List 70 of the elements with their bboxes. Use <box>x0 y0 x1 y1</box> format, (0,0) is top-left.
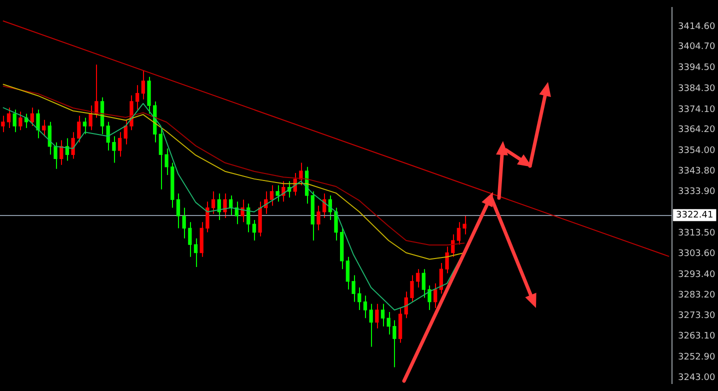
candlestick <box>82 117 87 135</box>
ref-line-label: 3322.41 <box>676 210 714 220</box>
candlestick <box>182 207 186 239</box>
candlestick <box>392 320 396 368</box>
candlestick <box>246 203 250 233</box>
candlestick <box>176 192 180 229</box>
candlestick <box>211 190 216 214</box>
y-tick-label: 3394.50 <box>678 63 716 74</box>
candlestick <box>316 205 320 231</box>
y-tick-label: 3374.10 <box>678 104 716 115</box>
candlestick <box>240 199 244 223</box>
candlestick <box>36 109 40 139</box>
candlestick <box>270 184 274 206</box>
candlestick <box>206 201 210 233</box>
y-tick-label: 3283.20 <box>678 290 716 301</box>
candlestick <box>352 274 356 302</box>
candlestick <box>12 109 16 133</box>
y-tick-label: 3243.00 <box>678 372 716 383</box>
candlestick <box>118 132 122 158</box>
candlestick <box>188 222 192 258</box>
candlestick <box>158 128 163 190</box>
y-tick-label: 3303.60 <box>678 248 716 259</box>
candlestick <box>416 268 420 288</box>
candlestick <box>375 303 379 329</box>
candlestick <box>223 192 227 218</box>
candlestick <box>380 303 385 327</box>
candlestick <box>428 284 432 310</box>
y-tick-label: 3333.90 <box>678 186 716 197</box>
candlestick <box>42 119 46 137</box>
candlestick <box>439 262 444 294</box>
candlestick <box>299 162 303 186</box>
candlestick <box>334 207 338 241</box>
candlestick <box>1 115 5 133</box>
candlestick <box>141 70 145 100</box>
candlestick <box>88 105 92 131</box>
candlestick <box>54 142 58 170</box>
candlestick <box>6 107 11 129</box>
candlestick <box>462 215 466 235</box>
candlestick <box>164 148 168 176</box>
candlestick <box>30 107 34 126</box>
candlestick <box>276 184 280 202</box>
candlestick <box>410 274 414 302</box>
candlestick <box>252 220 256 241</box>
candlestick <box>358 287 362 310</box>
y-tick-label: 3354.00 <box>678 146 716 156</box>
candlestick <box>48 121 52 156</box>
candlestick <box>386 312 390 336</box>
candlestick <box>77 115 81 143</box>
candlestick <box>112 136 116 164</box>
candlestick <box>194 238 198 268</box>
candlestick <box>456 222 461 246</box>
candlestick <box>445 246 449 274</box>
y-tick-label: 3313.50 <box>678 228 716 239</box>
y-tick-label: 3252.90 <box>678 352 716 363</box>
candlestick <box>369 303 373 348</box>
y-tick-label: 3343.80 <box>678 166 716 177</box>
y-tick-label: 3364.20 <box>678 125 716 136</box>
candlestick <box>18 111 22 131</box>
y-tick-label: 3404.70 <box>678 42 716 52</box>
y-tick-label: 3384.30 <box>678 84 716 94</box>
y-tick-label: 3263.10 <box>678 332 716 342</box>
candlestick <box>422 268 426 298</box>
y-tick-label: 3293.40 <box>678 270 716 280</box>
y-tick-label: 3414.60 <box>678 22 716 32</box>
candlestick <box>363 295 368 319</box>
candlestick <box>346 256 350 290</box>
candlestick <box>434 282 438 308</box>
candlestick <box>135 84 140 110</box>
y-tick-label: 3273.30 <box>678 310 716 321</box>
candlestick <box>124 119 128 145</box>
